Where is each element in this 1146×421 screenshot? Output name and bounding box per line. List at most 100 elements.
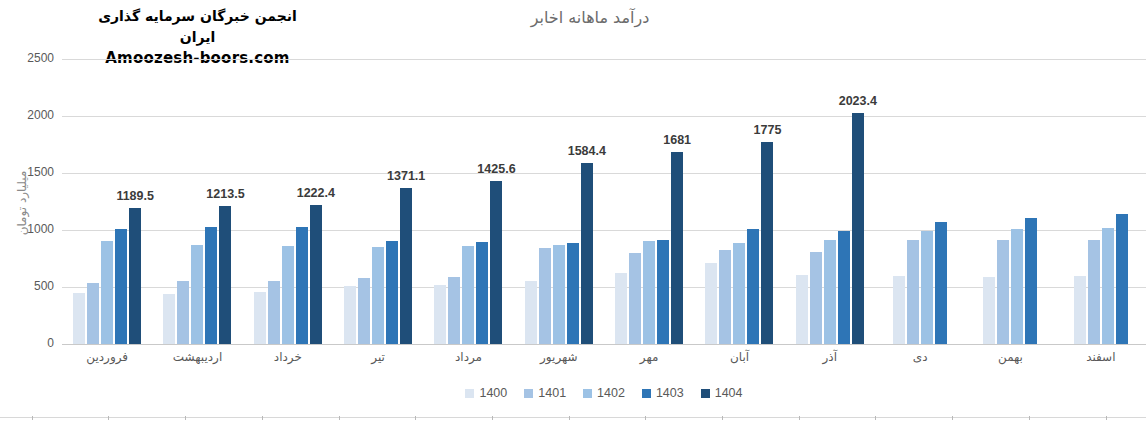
data-label: 2023.4 [839,94,877,108]
barwrap [358,278,370,344]
bar-1400-خرداد [254,292,266,344]
barwrap [191,245,203,344]
x-axis-label: بهمن [965,350,1055,364]
sheet-column-tick [339,416,340,420]
barwrap [893,276,905,344]
bar-1403-بهمن [1025,218,1037,344]
barwrap: 1189.5 [129,208,141,344]
legend-item-1400: 1400 [465,386,507,400]
bar-1402-مرداد [462,246,474,344]
barwrap [796,275,808,344]
x-axis-label: آذر [785,350,875,364]
barwrap: 1222.4 [310,205,322,344]
barwrap: 1775 [761,142,773,344]
bar-1400-تیر [344,286,356,344]
bar-group-3: 1222.4خرداد [243,59,333,344]
bar-1403-اردیبهشت [205,227,217,344]
y-tick-label: 0 [4,336,54,350]
bar-group-9: 2023.4آذر [785,59,875,344]
barwrap [733,243,745,344]
barwrap [824,240,836,344]
bar-1401-اسفند [1088,240,1100,344]
chart-canvas: انجمن خبرگان سرمایه گذاری ایران Amoozesh… [0,0,1146,421]
bar-group-7: 1681مهر [604,59,694,344]
barwrap [282,246,294,344]
barwrap [705,263,717,344]
sheet-column-tick [645,416,646,420]
bar-group-10: دی [875,59,965,344]
bar-1402-خرداد [282,246,294,344]
barwrap [719,250,731,344]
barwrap [115,229,127,344]
barwrap [810,252,822,344]
legend-item-1404: 1404 [701,386,743,400]
barwrap [1074,276,1086,344]
sheet-column-tick [1029,416,1030,420]
barwrap [1102,228,1114,344]
barwrap [567,243,579,344]
x-axis-label: خرداد [243,350,333,364]
barwrap [553,245,565,344]
x-axis-label: آبان [694,350,784,364]
barwrap [448,277,460,344]
bar-1401-آبان [719,250,731,344]
barwrap [1116,214,1128,344]
bar-1403-مهر [657,240,669,344]
legend-item-1402: 1402 [583,386,625,400]
data-label: 1425.6 [477,162,515,176]
barwrap [921,231,933,344]
bar-1403-فروردین [115,229,127,344]
bar-1401-مرداد [448,277,460,344]
barwrap [101,241,113,344]
data-label: 1189.5 [116,189,154,203]
x-axis-label: مرداد [423,350,513,364]
barwrap: 1584.4 [581,163,593,344]
legend-swatch-icon [524,389,533,398]
legend-swatch-icon [642,389,651,398]
bar-1404-فروردین [129,208,141,344]
legend-swatch-icon [583,389,592,398]
x-axis-label: شهریور [514,350,604,364]
bar-1401-خرداد [268,281,280,344]
y-tick-label: 2500 [4,51,54,65]
sheet-column-tick [185,416,186,420]
barwrap: 1681 [671,152,683,344]
barwrap [525,281,537,344]
bar-1401-آذر [810,252,822,344]
legend-label: 1404 [715,386,743,400]
bar-1404-آذر [852,113,864,344]
data-label: 1213.5 [206,187,244,201]
sheet-column-tick [415,416,416,420]
bar-1402-آذر [824,240,836,344]
barwrap: 1425.6 [490,181,502,344]
bar-group-11: بهمن [965,59,1055,344]
bar-group-8: 1775آبان [694,59,784,344]
sheet-column-tick [722,416,723,420]
barwrap [434,285,446,344]
bar-1401-اردیبهشت [177,281,189,344]
legend-swatch-icon [465,389,474,398]
bar-group-5: 1425.6مرداد [423,59,513,344]
x-axis-label: اردیبهشت [152,350,242,364]
barwrap [372,247,384,344]
bar-1403-شهریور [567,243,579,344]
bar-1402-بهمن [1011,229,1023,344]
data-label: 1222.4 [297,186,335,200]
sheet-column-tick [492,416,493,420]
legend-label: 1400 [479,386,507,400]
barwrap [747,229,759,344]
bar-1402-دی [921,231,933,344]
data-label: 1371.1 [387,169,425,183]
bar-1403-دی [935,222,947,344]
y-tick-label: 2000 [4,108,54,122]
bar-1400-مرداد [434,285,446,344]
barwrap [163,294,175,344]
bar-1402-فروردین [101,241,113,344]
y-tick-label: 1500 [4,165,54,179]
bar-1404-خرداد [310,205,322,344]
barwrap [268,281,280,344]
sheet-column-tick [262,416,263,420]
x-axis-label: دی [875,350,965,364]
sheet-column-tick [799,416,800,420]
barwrap [296,227,308,344]
